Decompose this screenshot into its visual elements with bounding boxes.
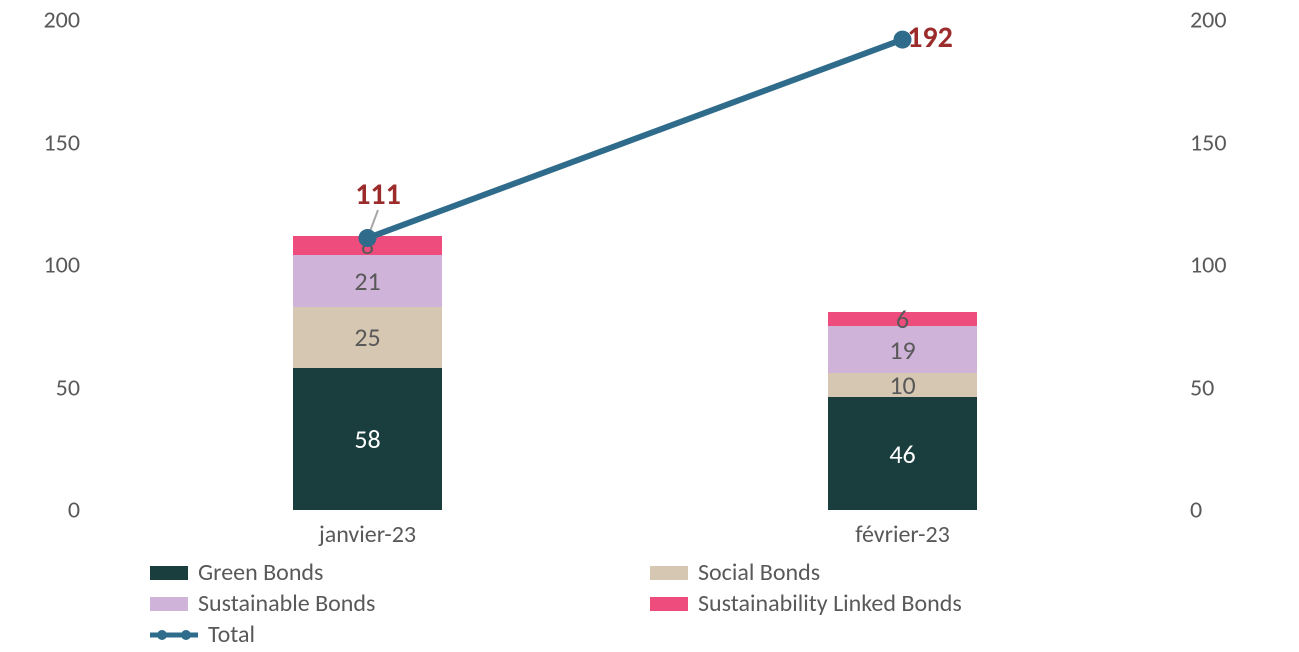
bar-seg-social-jan: 25 bbox=[293, 307, 443, 368]
bar-seg-green-feb: 46 bbox=[828, 397, 978, 510]
bar-label-social-jan: 25 bbox=[293, 321, 443, 353]
bar-seg-slb-jan: 8 bbox=[293, 236, 443, 256]
legend-label-slb: Sustainability Linked Bonds bbox=[698, 589, 962, 618]
x-tick-jan: janvier-23 bbox=[319, 520, 416, 549]
legend-swatch-social bbox=[650, 566, 688, 580]
y-left-tick-150: 150 bbox=[20, 128, 80, 157]
y-right-tick-150: 150 bbox=[1190, 128, 1250, 157]
y-right-tick-50: 50 bbox=[1190, 373, 1250, 402]
bar-seg-slb-feb: 6 bbox=[828, 312, 978, 327]
total-label-jan: 111 bbox=[355, 176, 401, 213]
y-right-tick-100: 100 bbox=[1190, 251, 1250, 280]
bar-label-sustain-feb: 19 bbox=[828, 334, 978, 366]
bar-label-social-feb: 10 bbox=[828, 369, 978, 401]
bar-seg-sustain-jan: 21 bbox=[293, 255, 443, 306]
y-left-tick-0: 0 bbox=[20, 496, 80, 525]
y-left-tick-50: 50 bbox=[20, 373, 80, 402]
legend-item-green: Green Bonds bbox=[150, 558, 610, 587]
legend-swatch-green bbox=[150, 566, 188, 580]
plot-area bbox=[100, 20, 1170, 510]
legend-item-social: Social Bonds bbox=[650, 558, 1110, 587]
legend: Green Bonds Social Bonds Sustainable Bon… bbox=[150, 558, 1110, 649]
legend-item-total: Total bbox=[150, 620, 610, 649]
legend-item-sustain: Sustainable Bonds bbox=[150, 589, 610, 618]
bar-group-feb: 46 10 19 6 bbox=[828, 312, 978, 510]
bar-label-slb-feb: 6 bbox=[828, 303, 978, 335]
bar-group-jan: 58 25 21 8 bbox=[293, 236, 443, 510]
bar-seg-social-feb: 10 bbox=[828, 373, 978, 398]
legend-swatch-total bbox=[150, 628, 198, 642]
legend-label-sustain: Sustainable Bonds bbox=[198, 589, 375, 618]
legend-swatch-slb bbox=[650, 597, 688, 611]
legend-item-slb: Sustainability Linked Bonds bbox=[650, 589, 1110, 618]
bar-label-slb-jan: 8 bbox=[293, 229, 443, 261]
legend-label-total: Total bbox=[208, 620, 255, 649]
x-tick-feb: février-23 bbox=[855, 520, 950, 549]
legend-swatch-sustain bbox=[150, 597, 188, 611]
y-left-tick-200: 200 bbox=[20, 6, 80, 35]
legend-label-social: Social Bonds bbox=[698, 558, 820, 587]
bar-label-sustain-jan: 21 bbox=[293, 265, 443, 297]
bar-seg-green-jan: 58 bbox=[293, 368, 443, 510]
total-label-feb: 192 bbox=[907, 19, 953, 56]
bonds-chart: 0 50 100 150 200 0 50 100 150 200 janvie… bbox=[0, 0, 1299, 652]
legend-label-green: Green Bonds bbox=[198, 558, 323, 587]
y-right-tick-200: 200 bbox=[1190, 6, 1250, 35]
bar-label-green-feb: 46 bbox=[828, 438, 978, 470]
y-right-tick-0: 0 bbox=[1190, 496, 1250, 525]
bar-label-green-jan: 58 bbox=[293, 423, 443, 455]
y-left-tick-100: 100 bbox=[20, 251, 80, 280]
